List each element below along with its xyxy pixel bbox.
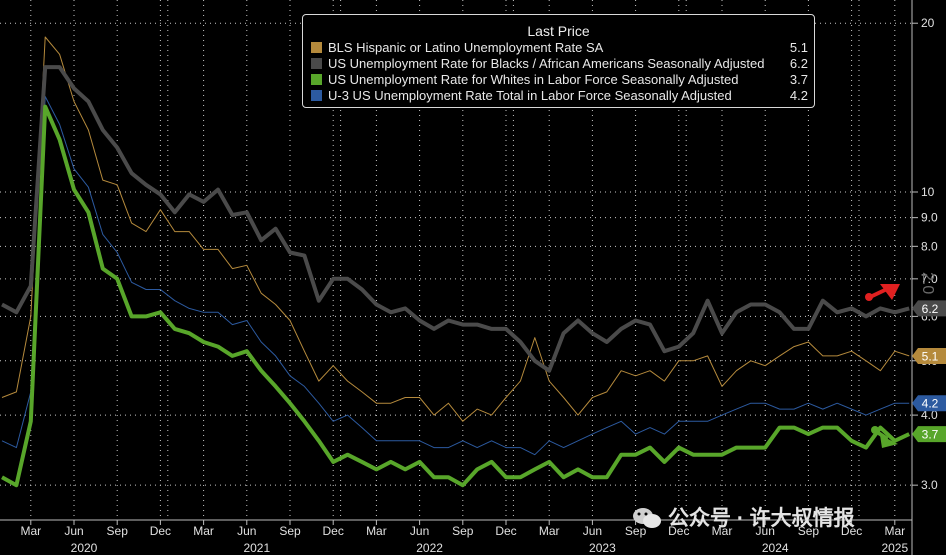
badge-label: 4.2 [922, 397, 939, 411]
legend-swatch [311, 74, 322, 85]
chart-legend: Last Price BLS Hispanic or Latino Unempl… [302, 14, 815, 108]
x-tick-label: Jun [756, 524, 775, 538]
series-line [1, 65, 910, 373]
x-tick-label: Sep [798, 524, 820, 538]
legend-title: Last Price [527, 23, 590, 39]
legend-label: US Unemployment Rate for Blacks / Africa… [328, 56, 765, 71]
x-tick-label: Dec [150, 524, 171, 538]
x-year-label: 2025 [881, 541, 908, 555]
x-tick-label: Mar [193, 524, 214, 538]
last-value-badge: 6.2 [912, 300, 946, 317]
x-tick-label: Mar [884, 524, 905, 538]
wechat-watermark: 公众号 · 许大叔情报 [632, 502, 855, 532]
watermark-text: 公众号 · 许大叔情报 [668, 507, 855, 530]
x-year-label: 2024 [762, 541, 789, 555]
y-tick-label: 10 [921, 185, 935, 199]
x-tick-label: Jun [237, 524, 256, 538]
legend-label: U-3 US Unemployment Rate Total in Labor … [328, 88, 732, 103]
y-tick-label: 9.0 [921, 211, 938, 225]
legend-swatch [311, 90, 322, 101]
legend-swatch [311, 58, 322, 69]
x-tick-label: Mar [712, 524, 733, 538]
x-tick-label: Mar [20, 524, 41, 538]
last-value-badge: 5.1 [912, 347, 946, 364]
y-tick-label: 7.0 [921, 272, 938, 286]
x-tick-label: Jun [64, 524, 83, 538]
y-tick-label: 20 [921, 16, 935, 30]
x-tick-label: Sep [625, 524, 647, 538]
legend-item-black: US Unemployment Rate for Blacks / Africa… [311, 56, 808, 72]
y-tick-label: 4.0 [921, 408, 938, 422]
badge-label: 5.1 [922, 349, 939, 363]
legend-last-value: 3.7 [789, 72, 808, 87]
x-year-label: 2023 [589, 541, 616, 555]
last-value-badge: 3.7 [912, 426, 946, 443]
x-tick-label: Sep [452, 524, 474, 538]
plot-area [1, 36, 911, 488]
legend-last-value: 4.2 [789, 88, 808, 103]
last-value-badge: 4.2 [912, 395, 946, 412]
x-tick-label: Dec [323, 524, 344, 538]
legend-last-value: 6.2 [789, 56, 808, 71]
badge-label: 3.7 [922, 428, 939, 442]
x-tick-label: Jun [583, 524, 602, 538]
legend-label: BLS Hispanic or Latino Unemployment Rate… [328, 40, 604, 55]
x-tick-label: Dec [495, 524, 516, 538]
x-year-label: 2021 [243, 541, 270, 555]
legend-item-white: US Unemployment Rate for Whites in Labor… [311, 72, 808, 88]
x-year-label: 2022 [416, 541, 443, 555]
legend-item-total: U-3 US Unemployment Rate Total in Labor … [311, 88, 808, 104]
x-axis: Mar Jun Sep Dec Mar Jun Sep Dec Mar Jun Sep Dec Mar J… [0, 519, 912, 555]
x-tick-label: Mar [539, 524, 560, 538]
x-tick-label: Jun [410, 524, 429, 538]
badge-label: 6.2 [922, 302, 939, 316]
series-line [1, 104, 911, 488]
last-value-badges: 6.2 5.1 4.2 3.7 [912, 300, 946, 443]
x-tick-label: Dec [841, 524, 862, 538]
x-year-label: 2020 [71, 541, 98, 555]
legend-last-value: 5.1 [789, 40, 808, 55]
y-tick-label: 8.0 [921, 239, 938, 253]
x-tick-label: Dec [668, 524, 689, 538]
green-down-arrow-icon [871, 426, 898, 448]
red-up-arrow-icon [865, 284, 900, 301]
legend-swatch [311, 42, 322, 53]
trend-arrows [865, 284, 900, 448]
series-line [1, 96, 910, 456]
y-tick-label: 3.0 [921, 478, 938, 492]
wechat-logo-icon [633, 508, 661, 528]
legend-label: US Unemployment Rate for Whites in Labor… [328, 72, 739, 87]
legend-item-hispanic: BLS Hispanic or Latino Unemployment Rate… [311, 40, 808, 56]
axis-watermark: 2.0 [919, 272, 936, 294]
x-tick-label: Sep [107, 524, 129, 538]
x-tick-label: Sep [279, 524, 301, 538]
x-tick-label: Mar [366, 524, 387, 538]
series-line [1, 36, 910, 422]
